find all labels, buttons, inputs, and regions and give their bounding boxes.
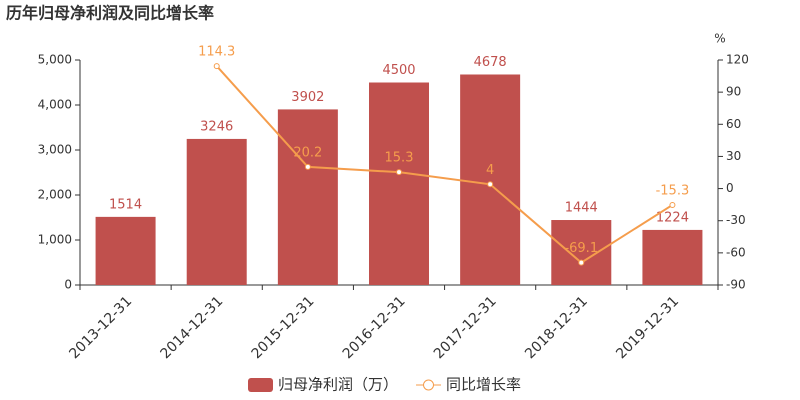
x-tick-label: 2013-12-31 — [66, 293, 135, 362]
y2-tick-label: 0 — [726, 181, 734, 195]
y2-axis-label: % — [714, 32, 725, 46]
x-tick-label: 2015-12-31 — [249, 293, 318, 362]
y2-tick-label: -90 — [726, 278, 746, 292]
line-point — [304, 163, 311, 170]
bar-value-label: 3246 — [200, 119, 233, 134]
chart-title: 历年归母净利润及同比增长率 — [6, 4, 214, 23]
line-point — [669, 201, 676, 208]
bar — [642, 229, 703, 285]
bar — [551, 220, 612, 285]
y2-tick-label: 30 — [726, 149, 741, 163]
legend-swatch-point — [423, 379, 435, 391]
y-tick-label: 5,000 — [38, 53, 72, 67]
line-value-label: -69.1 — [564, 241, 598, 256]
y-tick-label: 3,000 — [38, 143, 72, 157]
y-tick-label: 0 — [64, 278, 72, 292]
y2-tick-label: -60 — [726, 245, 746, 259]
bar — [95, 216, 156, 285]
bar — [369, 82, 429, 285]
line-value-label: -15.3 — [656, 183, 690, 198]
line-point — [487, 181, 494, 188]
y2-tick-label: -30 — [726, 213, 746, 227]
x-tick-label: 2019-12-31 — [613, 293, 682, 362]
line-value-label: 15.3 — [385, 151, 414, 166]
y2-tick-label: 90 — [726, 85, 741, 99]
legend-swatch — [248, 378, 273, 392]
legend-item: 归母净利润（万） — [248, 376, 398, 394]
line-point — [578, 259, 585, 266]
bar-value-label: 4500 — [382, 63, 415, 78]
bar — [186, 138, 247, 285]
bar-value-label: 1224 — [656, 210, 689, 225]
y-tick-label: 1,000 — [38, 233, 72, 247]
y2-tick-label: 60 — [726, 117, 741, 131]
x-tick-label: 2016-12-31 — [340, 293, 409, 362]
x-tick-label: 2017-12-31 — [431, 293, 500, 362]
y2-tick-label: 120 — [726, 53, 749, 67]
x-tick-label: 2014-12-31 — [158, 293, 227, 362]
y-tick-label: 4,000 — [38, 98, 72, 112]
bar-value-label: 1444 — [565, 201, 598, 216]
line-value-label: 114.3 — [198, 45, 235, 60]
legend-item: 同比增长率 — [416, 376, 521, 394]
bar — [460, 74, 521, 286]
bar-value-label: 1514 — [109, 197, 142, 212]
line-value-label: 20.2 — [293, 145, 322, 160]
legend-label: 同比增长率 — [446, 376, 521, 394]
bar-value-label: 3902 — [291, 90, 324, 105]
bar-value-label: 4678 — [474, 55, 507, 70]
bar — [277, 109, 338, 285]
line — [215, 65, 673, 264]
line-value-label: 4 — [486, 163, 494, 178]
line-point — [396, 169, 402, 176]
y-tick-label: 2,000 — [38, 188, 72, 202]
x-tick-label: 2018-12-31 — [522, 293, 591, 362]
line-point — [213, 63, 220, 70]
legend-label: 归母净利润（万） — [278, 376, 398, 394]
